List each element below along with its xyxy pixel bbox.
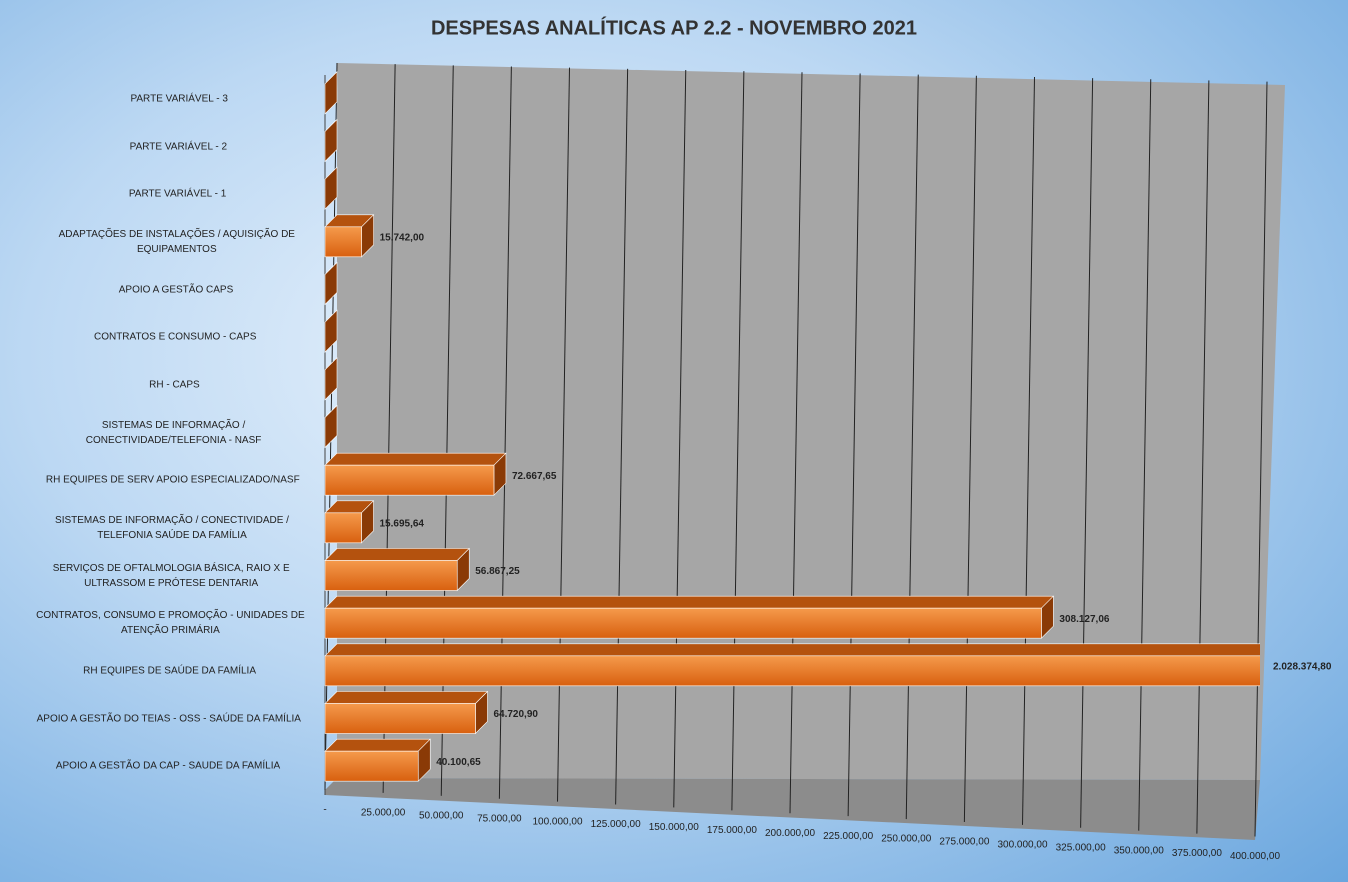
plot-floor [325, 778, 1260, 840]
x-tick-label: 325.000,00 [1056, 842, 1106, 853]
x-tick-label: 225.000,00 [823, 831, 873, 842]
bar [324, 607, 1042, 639]
bar-top [324, 643, 1260, 657]
bar-side [324, 309, 338, 353]
value-label: 15.742,00 [380, 232, 425, 243]
value-label: 56.867,25 [475, 566, 520, 577]
y-tick-label: PARTE VARIÁVEL - 2 [129, 141, 228, 152]
x-tick-label: 375.000,00 [1172, 848, 1222, 859]
grid-line [789, 72, 803, 814]
y-tick-label: RH EQUIPES DE SERV APOIO ESPECIALIZADO/N… [45, 474, 300, 486]
bar-side [324, 118, 338, 163]
bar [324, 655, 1260, 687]
grid-line [1080, 78, 1094, 828]
bars [324, 71, 1260, 782]
x-tick-label: 275.000,00 [939, 837, 989, 848]
bar [324, 464, 495, 496]
x-tick-label: 150.000,00 [649, 822, 699, 833]
value-label: 2.028.374,80 [1273, 661, 1332, 672]
grid-line [847, 73, 861, 817]
y-tick-label: PARTE VARIÁVEL - 1 [128, 188, 227, 200]
bar-top [324, 738, 431, 752]
grid-line [731, 71, 745, 811]
bar [324, 750, 419, 782]
bar-side [324, 166, 338, 210]
value-label: 72.667,65 [512, 471, 557, 482]
y-tick-label: PARTE VARIÁVEL - 3 [130, 93, 228, 105]
bar [324, 560, 458, 591]
x-tick-label: 400.000,00 [1230, 851, 1280, 862]
value-label: 64.720,90 [493, 709, 538, 720]
bar [324, 512, 362, 544]
x-tick-label: 250.000,00 [881, 834, 931, 845]
y-tick-label: SISTEMAS DE INFORMAÇÃO / CONECTIVIDADE/T… [85, 419, 262, 446]
x-tick-label: 200.000,00 [765, 828, 815, 839]
y-tick-label: CONTRATOS E CONSUMO - CAPS [93, 331, 257, 343]
y-tick-label: RH EQUIPES DE SAÚDE DA FAMÍLIA [83, 665, 256, 677]
grid-line [905, 74, 919, 820]
x-tick-label: 125.000,00 [591, 819, 641, 830]
grid-line [1196, 80, 1210, 834]
value-label: 308.127,06 [1059, 614, 1109, 625]
bar-top [324, 595, 1055, 609]
grid-line [963, 75, 977, 822]
bar [324, 226, 362, 258]
y-tick-label: ADAPTAÇÕES DE INSTALAÇÕES / AQUISIÇÃO DE… [58, 228, 295, 255]
x-tick-label: 300.000,00 [997, 840, 1047, 851]
grid-line [1254, 81, 1268, 837]
bar-side [324, 404, 338, 449]
x-tick-label: 175.000,00 [707, 825, 757, 836]
value-label: 15.695,64 [379, 518, 424, 529]
y-tick-label: CONTRATOS, CONSUMO E PROMOÇÃO - UNIDADES… [36, 610, 305, 637]
x-tick-label: 50.000,00 [419, 810, 464, 821]
y-tick-label: RH - CAPS [149, 379, 200, 391]
grid-line [1138, 79, 1152, 831]
bar-side [324, 261, 338, 306]
bar [324, 703, 476, 734]
y-tick-label: APOIO A GESTÃO DO TEIAS - OSS - SAÚDE DA… [36, 713, 301, 724]
bar-side [324, 71, 338, 115]
x-tick-label: 75.000,00 [477, 813, 522, 824]
y-tick-label: APOIO A GESTÃO CAPS [118, 284, 234, 295]
y-tick-label: SERVIÇOS DE OFTALMOLOGIA BÁSICA, RAIO X … [52, 562, 290, 589]
x-tick-label: - [323, 805, 326, 816]
bar-top [324, 548, 470, 561]
bar-top [324, 452, 507, 466]
grid-line [1022, 76, 1035, 825]
x-tick-label: 100.000,00 [532, 816, 582, 827]
y-tick-label: APOIO A GESTÃO DA CAP - SAUDE DA FAMÍLIA [55, 760, 281, 772]
bar-top [324, 691, 489, 704]
x-tick-label: 350.000,00 [1114, 845, 1164, 856]
value-label: 40.100,65 [436, 757, 481, 768]
y-tick-label: SISTEMAS DE INFORMAÇÃO / CONECTIVIDADE /… [55, 514, 289, 541]
x-tick-label: 25.000,00 [361, 808, 406, 819]
chart-title: DESPESAS ANALÍTICAS AP 2.2 - NOVEMBRO 20… [431, 16, 917, 39]
bar-side [324, 357, 338, 401]
